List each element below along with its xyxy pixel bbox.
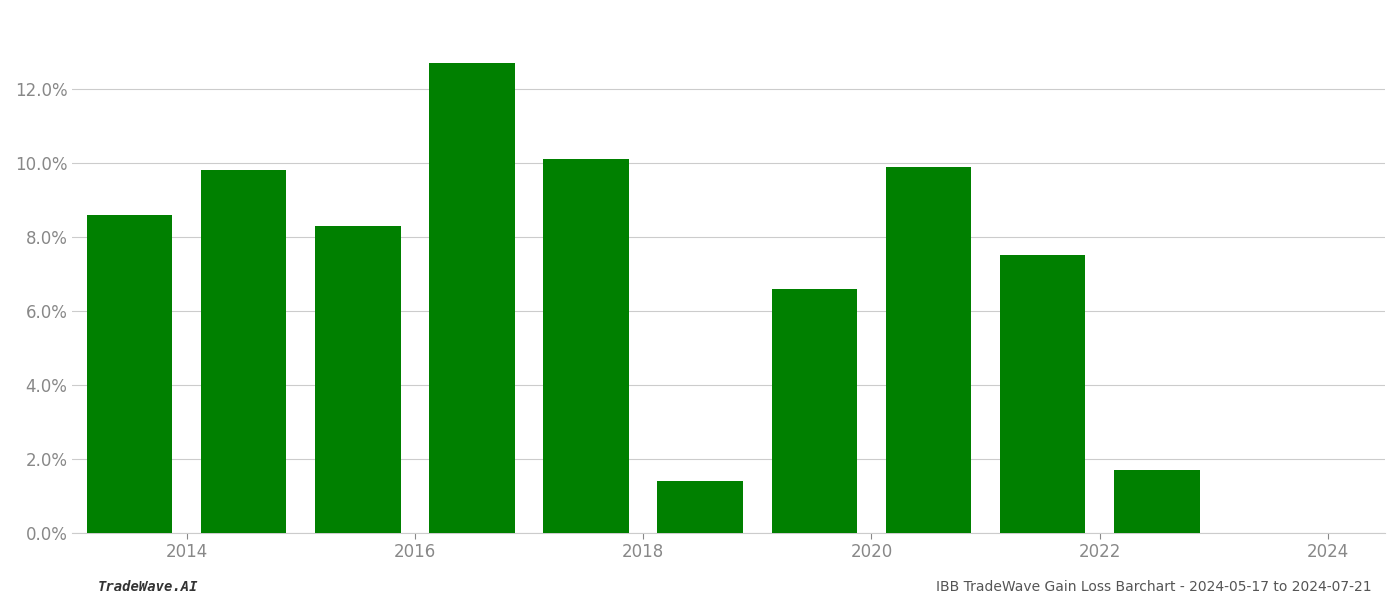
- Text: IBB TradeWave Gain Loss Barchart - 2024-05-17 to 2024-07-21: IBB TradeWave Gain Loss Barchart - 2024-…: [937, 580, 1372, 594]
- Bar: [1114, 470, 1200, 533]
- Bar: [200, 170, 287, 533]
- Bar: [658, 481, 743, 533]
- Bar: [430, 63, 515, 533]
- Text: TradeWave.AI: TradeWave.AI: [98, 580, 199, 594]
- Bar: [543, 159, 629, 533]
- Bar: [315, 226, 400, 533]
- Bar: [87, 215, 172, 533]
- Bar: [886, 167, 972, 533]
- Bar: [771, 289, 857, 533]
- Bar: [1000, 256, 1085, 533]
